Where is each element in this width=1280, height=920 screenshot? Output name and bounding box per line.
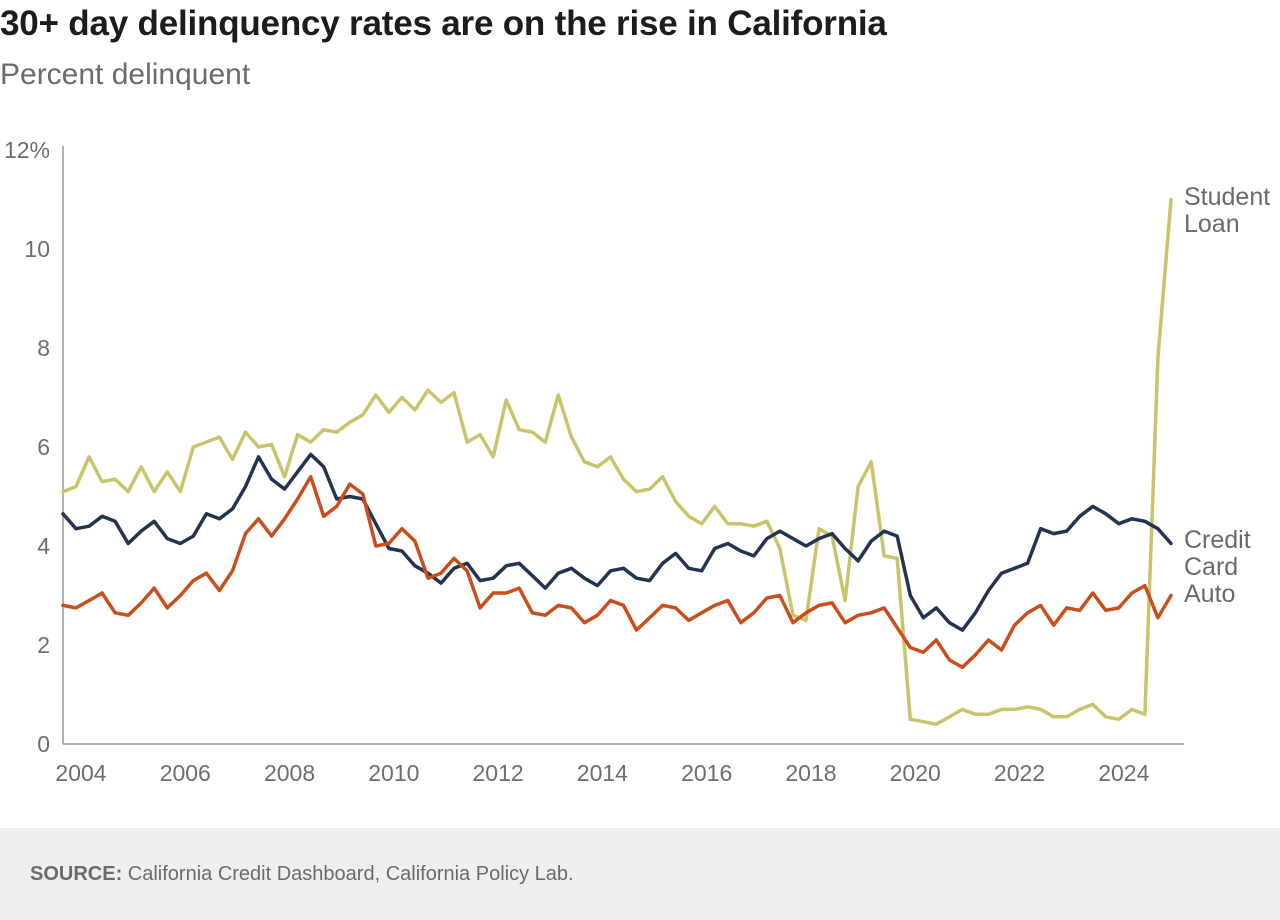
x-tick-label: 2008	[264, 760, 315, 786]
chart-subtitle: Percent delinquent	[0, 58, 251, 91]
x-tick-label: 2024	[1098, 760, 1149, 786]
series-label-credit-card: Credit Card	[1184, 526, 1251, 581]
chart-title: 30+ day delinquency rates are on the ris…	[0, 4, 887, 43]
source-note: SOURCE: California Credit Dashboard, Cal…	[30, 863, 574, 886]
series-line-credit-card	[61, 452, 1173, 632]
series-label-student-loan: Student Loan	[1184, 183, 1270, 238]
x-tick-label: 2004	[55, 760, 106, 786]
series-lines	[61, 197, 1173, 726]
source-text: California Credit Dashboard, California …	[122, 863, 574, 885]
y-tick-label: 2	[37, 632, 50, 658]
x-tick-label: 2006	[160, 760, 211, 786]
x-tick-label: 2014	[577, 760, 628, 786]
x-tick-label: 2016	[681, 760, 732, 786]
x-tick-label: 2010	[368, 760, 419, 786]
x-axis-ticks: 2004 2006 2008 2010 2012 2014 2016 2018 2020 2022…	[55, 760, 1149, 786]
y-tick-label: 6	[37, 434, 50, 460]
x-tick-label: 2022	[994, 760, 1045, 786]
y-tick-label: 8	[37, 335, 50, 361]
chart-axes	[62, 146, 1184, 745]
y-axis-ticks: 0 2 4 6 8 10 12%	[4, 137, 50, 757]
source-footer: SOURCE: California Credit Dashboard, Cal…	[0, 828, 1280, 920]
y-tick-label: 12%	[4, 137, 50, 163]
x-tick-label: 2020	[890, 760, 941, 786]
y-tick-label: 10	[24, 236, 50, 262]
x-tick-label: 2012	[473, 760, 524, 786]
y-tick-label: 0	[37, 731, 50, 757]
series-label-auto: Auto	[1184, 580, 1235, 608]
series-line-student-loan	[61, 197, 1173, 726]
series-line-auto	[61, 474, 1173, 670]
y-tick-label: 4	[37, 533, 50, 559]
source-label: SOURCE:	[30, 863, 123, 885]
x-tick-label: 2018	[785, 760, 836, 786]
